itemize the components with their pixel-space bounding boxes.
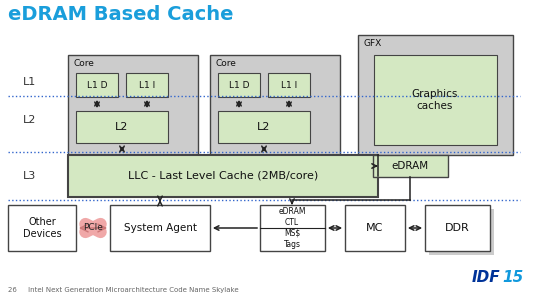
Text: L1 I: L1 I (139, 80, 155, 89)
Text: L1 I: L1 I (281, 80, 297, 89)
Text: MC: MC (366, 223, 384, 233)
Text: L1 D: L1 D (229, 80, 249, 89)
Bar (68, 55, 198, 155)
Text: LLC - Last Level Cache (2MB/core): LLC - Last Level Cache (2MB/core) (128, 171, 318, 181)
Bar (218, 73, 260, 97)
Text: PCIe: PCIe (83, 224, 103, 233)
Bar (76, 73, 118, 97)
Text: Core: Core (74, 59, 95, 67)
Text: L1 D: L1 D (87, 80, 107, 89)
Text: MS$
Tags: MS$ Tags (284, 229, 300, 249)
Bar (126, 73, 168, 97)
Bar (374, 55, 497, 145)
Text: Graphics
caches: Graphics caches (412, 89, 458, 111)
Bar (373, 155, 448, 177)
Text: Other
Devices: Other Devices (23, 217, 62, 239)
Text: 15: 15 (502, 271, 523, 285)
Bar (358, 35, 513, 155)
Bar (268, 73, 310, 97)
Text: L2: L2 (23, 115, 37, 125)
Text: eDRAM: eDRAM (392, 161, 429, 171)
Bar (429, 209, 494, 255)
Text: eDRAM Based Cache: eDRAM Based Cache (8, 4, 233, 23)
Text: L2: L2 (258, 122, 271, 132)
Bar (76, 111, 168, 143)
Bar (345, 205, 405, 251)
Bar (260, 205, 325, 251)
Bar (8, 205, 76, 251)
Text: DDR: DDR (444, 223, 469, 233)
Text: eDRAM
CTL: eDRAM CTL (278, 207, 306, 227)
Bar (110, 205, 210, 251)
Text: L1: L1 (23, 77, 37, 87)
Text: IDF: IDF (472, 271, 501, 285)
Text: Core: Core (216, 59, 237, 67)
Text: System Agent: System Agent (124, 223, 197, 233)
Bar (210, 55, 340, 155)
Text: 26     Intel Next Generation Microarchitecture Code Name Skylake: 26 Intel Next Generation Microarchitectu… (8, 287, 239, 293)
Text: L3: L3 (23, 171, 37, 181)
Text: GFX: GFX (364, 39, 382, 48)
Bar (68, 155, 378, 197)
Bar (425, 205, 490, 251)
Bar (218, 111, 310, 143)
Text: L2: L2 (116, 122, 129, 132)
